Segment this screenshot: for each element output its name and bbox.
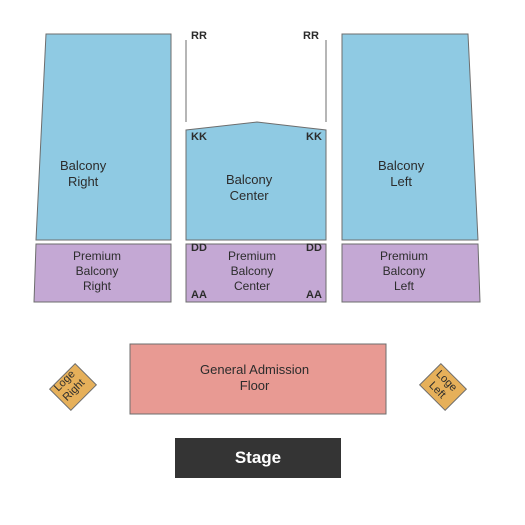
balcony-left-label: BalconyLeft — [378, 158, 424, 191]
row-label: RR — [303, 30, 319, 42]
premium-left-label: PremiumBalconyLeft — [380, 249, 428, 294]
balcony-right-label: BalconyRight — [60, 158, 106, 191]
premium-right-label: PremiumBalconyRight — [73, 249, 121, 294]
row-label: KK — [306, 131, 322, 143]
row-label: AA — [306, 289, 322, 301]
row-label: AA — [191, 289, 207, 301]
balcony-left[interactable] — [342, 34, 478, 240]
stage-label: Stage — [175, 438, 341, 478]
row-label: DD — [306, 242, 322, 254]
row-label: KK — [191, 131, 207, 143]
floor-label: General AdmissionFloor — [200, 362, 309, 395]
balcony-right[interactable] — [36, 34, 171, 240]
premium-center-label: PremiumBalconyCenter — [228, 249, 276, 294]
row-label: DD — [191, 242, 207, 254]
row-label: RR — [191, 30, 207, 42]
balcony-center-label: BalconyCenter — [226, 172, 272, 205]
